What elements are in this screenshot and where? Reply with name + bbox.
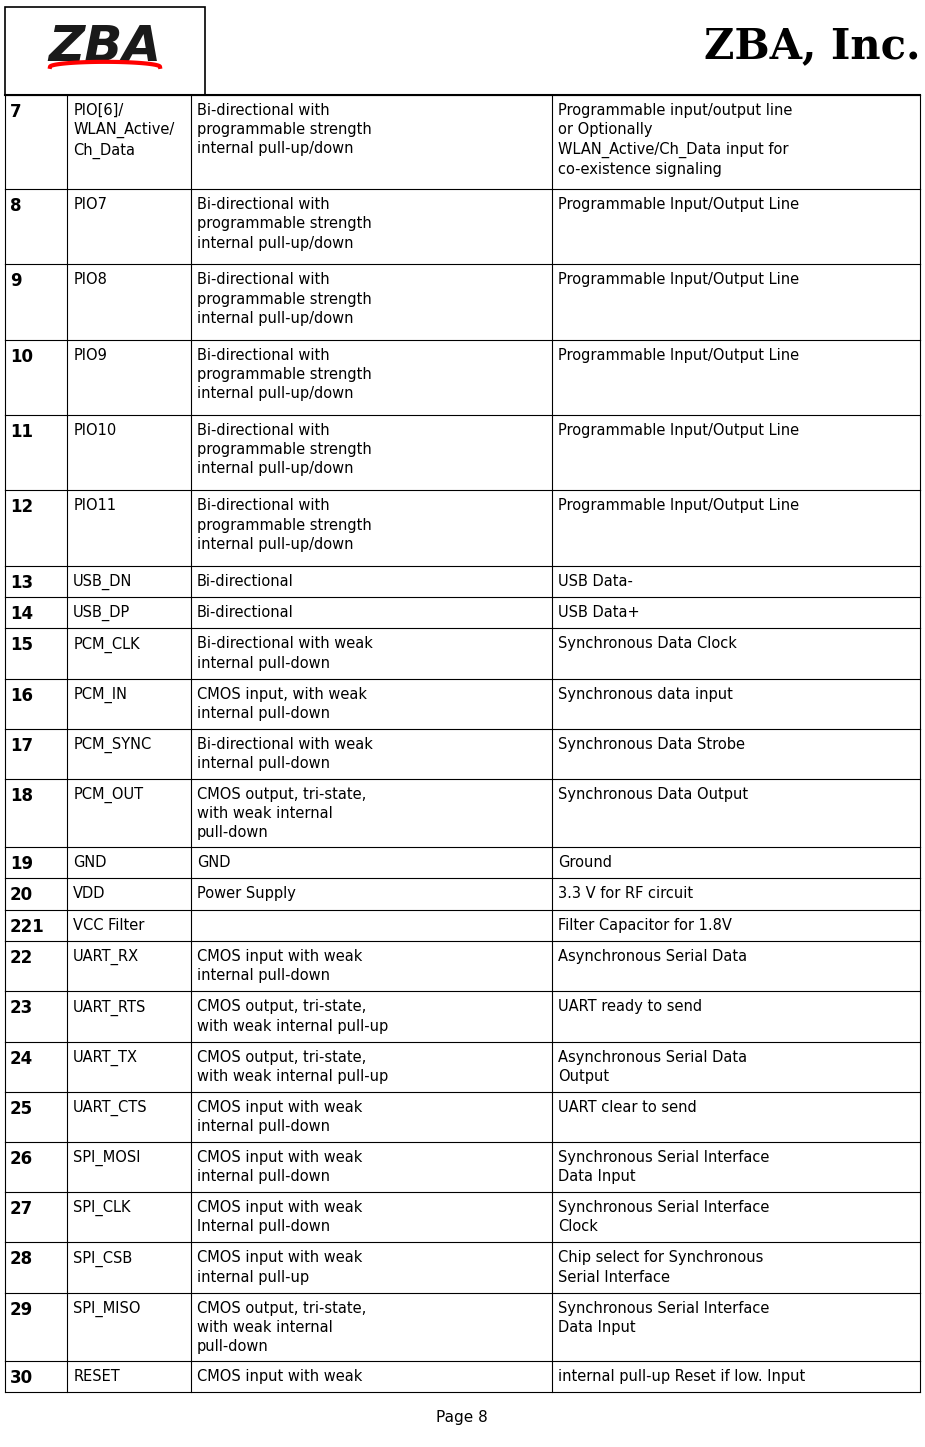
Text: Bi-directional with
programmable strength
internal pull-up/down: Bi-directional with programmable strengt… [197, 498, 372, 551]
Text: CMOS input with weak
Internal pull-down: CMOS input with weak Internal pull-down [197, 1200, 362, 1234]
Text: CMOS output, tri-state,
with weak internal pull-up: CMOS output, tri-state, with weak intern… [197, 1000, 388, 1033]
Text: CMOS output, tri-state,
with weak internal pull-up: CMOS output, tri-state, with weak intern… [197, 1049, 388, 1084]
Text: PCM_OUT: PCM_OUT [73, 787, 143, 803]
Text: GND: GND [73, 855, 106, 870]
Text: 29: 29 [10, 1301, 33, 1318]
Text: CMOS input with weak
internal pull-down: CMOS input with weak internal pull-down [197, 949, 362, 984]
Text: Bi-directional with weak
internal pull-down: Bi-directional with weak internal pull-d… [197, 637, 373, 670]
Text: CMOS input with weak
internal pull-up: CMOS input with weak internal pull-up [197, 1250, 362, 1285]
Text: UART_TX: UART_TX [73, 1049, 138, 1066]
Text: 19: 19 [10, 855, 33, 873]
Text: USB_DN: USB_DN [73, 573, 132, 590]
Text: SPI_CLK: SPI_CLK [73, 1200, 130, 1217]
Text: Chip select for Synchronous
Serial Interface: Chip select for Synchronous Serial Inter… [558, 1250, 763, 1285]
Text: Programmable input/output line
or Optionally
WLAN_Active/Ch_Data input for
co-ex: Programmable input/output line or Option… [558, 103, 793, 177]
Text: SPI_CSB: SPI_CSB [73, 1250, 132, 1266]
Text: VCC Filter: VCC Filter [73, 917, 144, 933]
Text: 10: 10 [10, 347, 33, 366]
Text: GND: GND [197, 855, 230, 870]
Text: Synchronous Data Strobe: Synchronous Data Strobe [558, 737, 746, 752]
Text: Asynchronous Serial Data
Output: Asynchronous Serial Data Output [558, 1049, 747, 1084]
Text: CMOS input with weak: CMOS input with weak [197, 1369, 362, 1383]
Text: Synchronous Data Output: Synchronous Data Output [558, 787, 748, 802]
Text: PIO9: PIO9 [73, 347, 107, 363]
Text: 17: 17 [10, 737, 33, 755]
Text: Bi-directional with
programmable strength
internal pull-up/down: Bi-directional with programmable strengt… [197, 423, 372, 476]
Text: UART ready to send: UART ready to send [558, 1000, 702, 1014]
Text: RESET: RESET [73, 1369, 120, 1383]
Text: 9: 9 [10, 272, 21, 291]
Text: PIO11: PIO11 [73, 498, 117, 514]
Text: 28: 28 [10, 1250, 33, 1269]
Text: 23: 23 [10, 1000, 33, 1017]
Text: PIO[6]/
WLAN_Active/
Ch_Data: PIO[6]/ WLAN_Active/ Ch_Data [73, 103, 175, 159]
Text: PIO7: PIO7 [73, 197, 107, 213]
Text: VDD: VDD [73, 887, 105, 901]
Text: 20: 20 [10, 887, 33, 904]
Text: USB_DP: USB_DP [73, 605, 130, 621]
Text: 7: 7 [10, 103, 21, 122]
Text: 26: 26 [10, 1150, 33, 1168]
Text: USB Data+: USB Data+ [558, 605, 640, 621]
Text: ZBA: ZBA [48, 23, 162, 71]
Text: UART clear to send: UART clear to send [558, 1100, 697, 1114]
Text: 16: 16 [10, 687, 33, 705]
Text: PIO10: PIO10 [73, 423, 117, 438]
Text: Programmable Input/Output Line: Programmable Input/Output Line [558, 498, 799, 514]
Text: UART_RX: UART_RX [73, 949, 140, 965]
Text: Synchronous Serial Interface
Clock: Synchronous Serial Interface Clock [558, 1200, 770, 1234]
Text: Synchronous Serial Interface
Data Input: Synchronous Serial Interface Data Input [558, 1301, 770, 1334]
Text: Ground: Ground [558, 855, 612, 870]
Text: USB Data-: USB Data- [558, 573, 633, 589]
Text: 14: 14 [10, 605, 33, 624]
Text: 18: 18 [10, 787, 33, 805]
Text: Page 8: Page 8 [436, 1409, 487, 1425]
Text: Programmable Input/Output Line: Programmable Input/Output Line [558, 272, 799, 288]
Text: Programmable Input/Output Line: Programmable Input/Output Line [558, 423, 799, 438]
Text: Bi-directional: Bi-directional [197, 573, 293, 589]
Text: 27: 27 [10, 1200, 33, 1218]
Text: Synchronous data input: Synchronous data input [558, 687, 733, 702]
Text: Bi-directional with weak
internal pull-down: Bi-directional with weak internal pull-d… [197, 737, 373, 771]
Text: Bi-directional: Bi-directional [197, 605, 293, 621]
Text: Bi-directional with
programmable strength
internal pull-up/down: Bi-directional with programmable strengt… [197, 197, 372, 250]
Text: 30: 30 [10, 1369, 33, 1386]
Text: CMOS input, with weak
internal pull-down: CMOS input, with weak internal pull-down [197, 687, 366, 721]
Text: UART_RTS: UART_RTS [73, 1000, 146, 1016]
Text: ZBA, Inc.: ZBA, Inc. [704, 26, 920, 68]
Text: SPI_MISO: SPI_MISO [73, 1301, 141, 1317]
Text: PIO8: PIO8 [73, 272, 107, 288]
Text: UART_CTS: UART_CTS [73, 1100, 148, 1116]
Text: 15: 15 [10, 637, 33, 654]
Text: CMOS input with weak
internal pull-down: CMOS input with weak internal pull-down [197, 1100, 362, 1134]
Text: CMOS output, tri-state,
with weak internal
pull-down: CMOS output, tri-state, with weak intern… [197, 787, 366, 841]
Text: Power Supply: Power Supply [197, 887, 296, 901]
Text: CMOS input with weak
internal pull-down: CMOS input with weak internal pull-down [197, 1150, 362, 1184]
Text: 24: 24 [10, 1049, 33, 1068]
Text: PCM_CLK: PCM_CLK [73, 637, 140, 653]
Text: Programmable Input/Output Line: Programmable Input/Output Line [558, 197, 799, 213]
Text: 22: 22 [10, 949, 33, 967]
Text: Bi-directional with
programmable strength
internal pull-up/down: Bi-directional with programmable strengt… [197, 103, 372, 156]
Text: Bi-directional with
programmable strength
internal pull-up/down: Bi-directional with programmable strengt… [197, 272, 372, 326]
Text: Asynchronous Serial Data: Asynchronous Serial Data [558, 949, 747, 964]
Text: Bi-directional with
programmable strength
internal pull-up/down: Bi-directional with programmable strengt… [197, 347, 372, 401]
Text: internal pull-up Reset if low. Input: internal pull-up Reset if low. Input [558, 1369, 806, 1383]
Bar [5, 7, 205, 96]
Text: Synchronous Data Clock: Synchronous Data Clock [558, 637, 737, 651]
Text: Synchronous Serial Interface
Data Input: Synchronous Serial Interface Data Input [558, 1150, 770, 1184]
Text: 13: 13 [10, 573, 33, 592]
Text: Programmable Input/Output Line: Programmable Input/Output Line [558, 347, 799, 363]
Text: 25: 25 [10, 1100, 33, 1117]
Text: Filter Capacitor for 1.8V: Filter Capacitor for 1.8V [558, 917, 732, 933]
Text: 3.3 V for RF circuit: 3.3 V for RF circuit [558, 887, 694, 901]
Text: CMOS output, tri-state,
with weak internal
pull-down: CMOS output, tri-state, with weak intern… [197, 1301, 366, 1354]
Text: PCM_IN: PCM_IN [73, 687, 128, 703]
Text: 12: 12 [10, 498, 33, 517]
Text: 11: 11 [10, 423, 33, 441]
Text: 8: 8 [10, 197, 21, 216]
Text: SPI_MOSI: SPI_MOSI [73, 1150, 141, 1166]
Text: 221: 221 [10, 917, 44, 936]
Text: PCM_SYNC: PCM_SYNC [73, 737, 152, 752]
